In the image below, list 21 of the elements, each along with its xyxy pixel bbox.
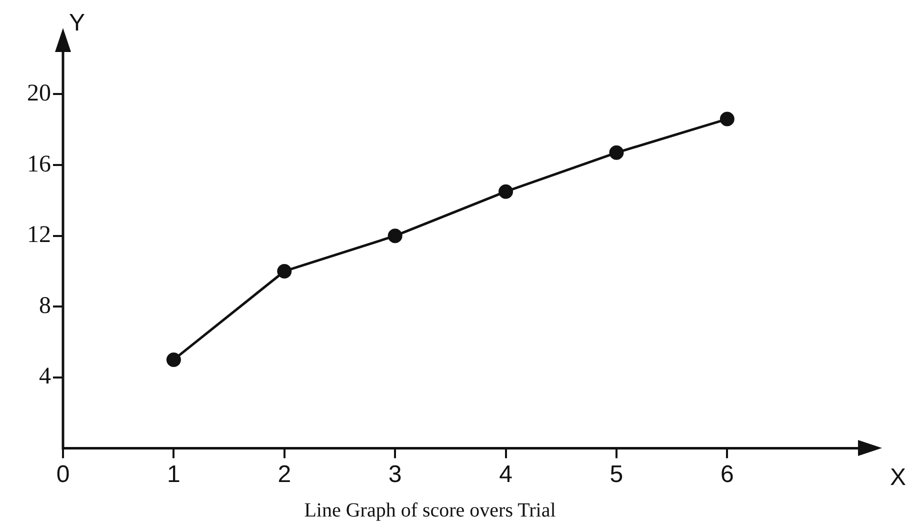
point (609, 145, 624, 160)
y-tick-label: 20 (27, 80, 51, 107)
x-tick-label: 2 (278, 461, 292, 488)
point (388, 228, 402, 244)
x-tick-label: 3 (388, 461, 402, 488)
x-axis-title: X (890, 464, 906, 491)
x-tick-label: 6 (720, 461, 734, 488)
y-tick-label: 4 (39, 364, 51, 390)
x-tick-label: 0 (56, 461, 70, 488)
point (277, 264, 292, 278)
x-tick-label: 1 (167, 461, 180, 488)
y-tick-label: 12 (27, 222, 51, 248)
point (720, 112, 734, 126)
y-axis-title: Y (69, 10, 86, 37)
x-tick-label: 4 (499, 461, 512, 488)
point (498, 184, 514, 199)
y-tick-label: 16 (27, 151, 51, 178)
text: Line Graph of score overs Trial (304, 499, 556, 522)
y-tick-label: 8 (39, 292, 51, 319)
point (166, 352, 181, 367)
x-tick-label: 5 (610, 461, 624, 488)
